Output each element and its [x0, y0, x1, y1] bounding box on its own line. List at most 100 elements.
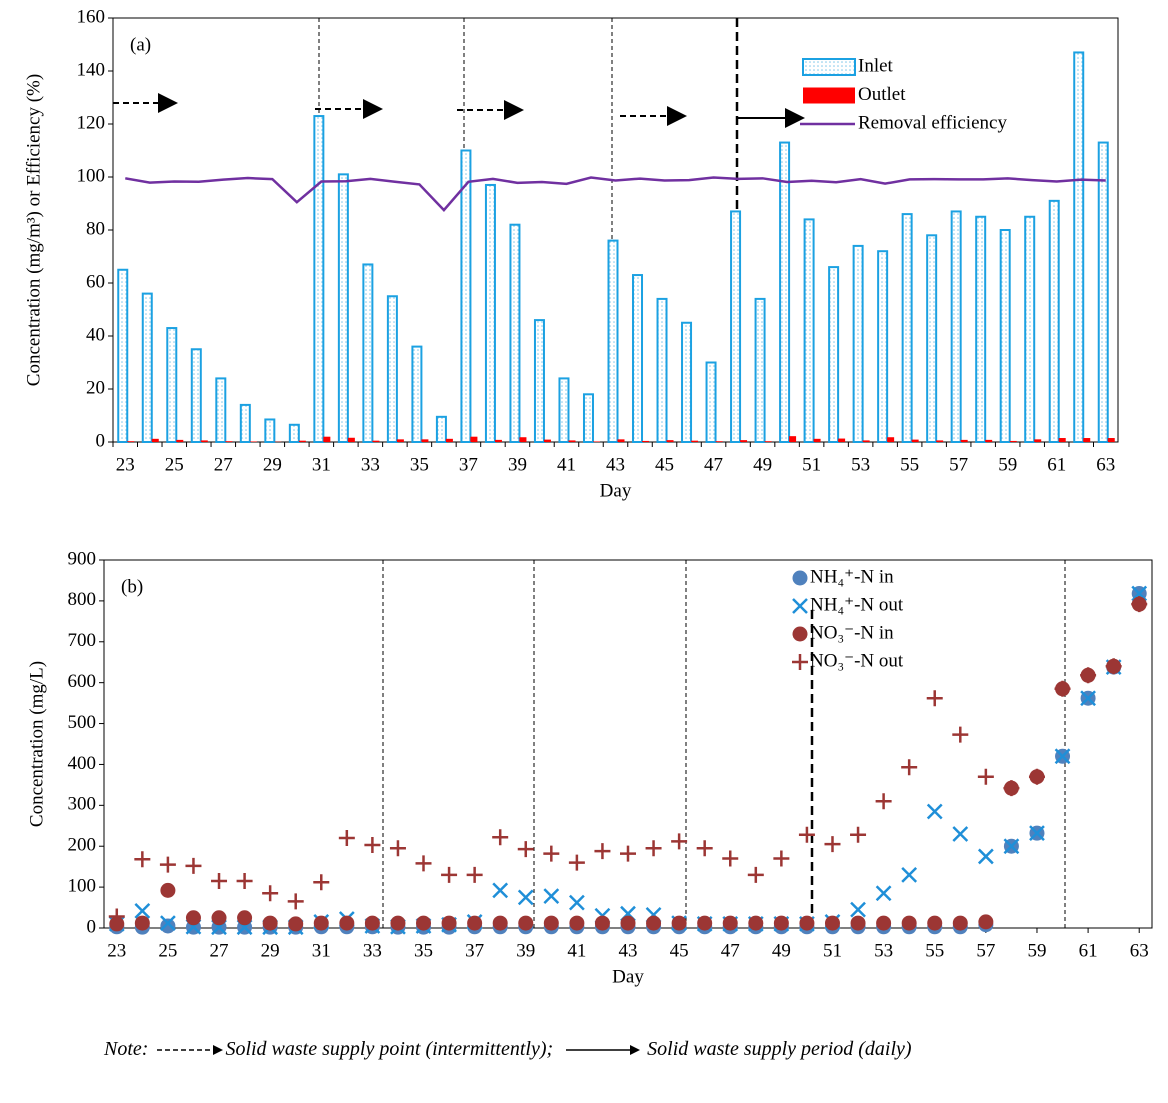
point: [952, 915, 968, 931]
x-tick-label: 49: [772, 940, 791, 961]
point: [492, 829, 509, 846]
point: [1080, 667, 1097, 684]
point: [927, 915, 943, 931]
bar: [1058, 438, 1066, 442]
bar: [411, 345, 423, 444]
x-tick-label: 59: [1027, 940, 1046, 961]
point: [722, 850, 739, 867]
bar: [877, 250, 889, 443]
point: [1029, 825, 1045, 842]
bar: [200, 440, 208, 442]
y-tick-label: 0: [96, 430, 106, 451]
bar: [1107, 438, 1115, 442]
bar: [298, 440, 306, 442]
point: [134, 902, 151, 919]
point: [390, 915, 406, 931]
y-tick-label: 160: [77, 6, 106, 27]
point: [338, 830, 355, 847]
legend-marker: [792, 570, 808, 586]
bar: [779, 141, 791, 444]
bar: [494, 439, 502, 442]
point: [441, 866, 458, 883]
y-tick-label: 0: [87, 916, 97, 937]
point: [850, 901, 866, 918]
point: [108, 908, 125, 925]
point: [1131, 585, 1148, 602]
point: [543, 915, 559, 931]
point: [748, 915, 764, 931]
point: [824, 836, 841, 853]
x-tick-label: 53: [851, 454, 870, 475]
point: [543, 888, 560, 904]
bar: [1083, 438, 1091, 442]
point: [415, 855, 432, 872]
y-tick-label: 700: [68, 630, 97, 651]
bar: [176, 439, 184, 442]
point: [568, 894, 585, 911]
point: [569, 915, 585, 931]
bar: [656, 297, 668, 443]
point: [287, 893, 304, 910]
point: [568, 854, 585, 871]
point: [1003, 780, 1020, 797]
legend-marker: [792, 654, 808, 670]
bar: [1097, 141, 1109, 444]
point: [901, 866, 918, 883]
x-tick-label: 45: [670, 940, 689, 961]
point: [237, 910, 253, 926]
point: [492, 915, 508, 931]
point: [1131, 596, 1148, 613]
point: [952, 726, 969, 743]
point: [875, 793, 892, 810]
bar: [323, 436, 331, 442]
x-tick-label: 29: [261, 940, 280, 961]
bar: [730, 210, 742, 443]
bar: [151, 438, 159, 442]
point: [1054, 680, 1071, 697]
bar: [936, 440, 944, 442]
point: [696, 840, 713, 857]
bar: [347, 437, 355, 442]
point: [518, 915, 534, 931]
y-tick-label: 600: [68, 671, 97, 692]
point: [1105, 658, 1122, 675]
x-tick-label: 59: [998, 454, 1017, 475]
bar: [1009, 440, 1017, 442]
x-tick-label: 53: [874, 940, 893, 961]
bar: [190, 348, 202, 443]
x-tick-label: 63: [1130, 940, 1149, 961]
bar: [764, 441, 772, 442]
point: [185, 857, 202, 874]
y-tick-label: 80: [86, 218, 105, 239]
chart: 0 20 40 60 80 100 120 140 160 Day Concentration (m…: [23, 6, 1153, 987]
x-tick-label: 41: [557, 454, 576, 475]
bar: [985, 439, 993, 442]
bar: [396, 439, 404, 442]
y-tick-label: 20: [86, 377, 105, 398]
x-tick-label: 55: [925, 940, 944, 961]
point: [977, 848, 994, 865]
point: [313, 915, 329, 931]
legend-label: NO₃⁻-N in: [810, 622, 894, 643]
bar: [828, 266, 840, 443]
bar: [1048, 199, 1060, 443]
point: [978, 914, 994, 930]
x-axis-title: Day: [600, 480, 632, 501]
x-tick-label: 47: [721, 940, 740, 961]
solid-arrow: [566, 1045, 641, 1056]
bar: [264, 418, 276, 444]
x-tick-label: 51: [823, 940, 842, 961]
bar: [117, 268, 129, 443]
point: [134, 915, 150, 931]
x-tick-label: 61: [1079, 940, 1098, 961]
bar: [999, 229, 1011, 443]
bar: [1024, 215, 1036, 443]
bar: [386, 295, 398, 443]
x-tick-label: 33: [361, 454, 380, 475]
x-tick-label: 61: [1047, 454, 1066, 475]
point: [926, 690, 943, 707]
point: [875, 885, 892, 902]
bar: [950, 210, 962, 443]
bar: [509, 223, 521, 443]
x-tick-label: 27: [210, 940, 229, 961]
